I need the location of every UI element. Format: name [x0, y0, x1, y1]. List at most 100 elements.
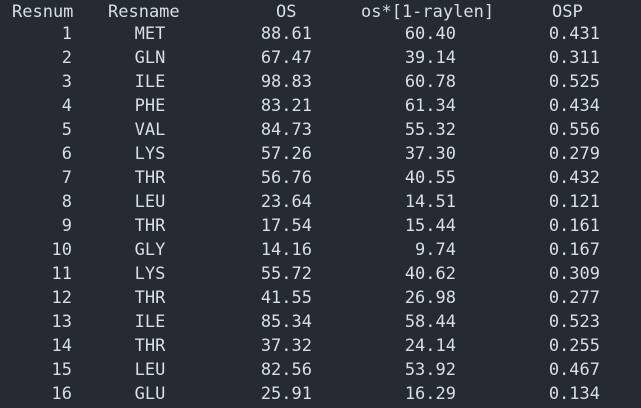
- os-cell: 84.73: [260, 120, 312, 140]
- os-cell: 14.16: [260, 240, 312, 260]
- resname-cell: THR: [134, 288, 166, 308]
- os-cell: 41.55: [260, 288, 312, 308]
- osp-cell: 0.255: [548, 336, 600, 356]
- table-row: 9 THR 17.54 15.44 0.161: [0, 214, 641, 238]
- resnum-cell: 13: [51, 312, 72, 332]
- os-cell: 37.32: [260, 336, 312, 356]
- table-row: 10 GLY 14.16 9.74 0.167: [0, 238, 641, 262]
- osp-cell: 0.523: [548, 312, 600, 332]
- os-cell: 85.34: [260, 312, 312, 332]
- table-header: Resnum Resname OS os*[1-raylen] OSP: [0, 0, 641, 24]
- os-raylen-cell: 26.98: [404, 288, 456, 308]
- os-cell: 83.21: [260, 96, 312, 116]
- resname-cell: ILE: [134, 72, 166, 92]
- resname-cell: VAL: [134, 120, 166, 140]
- table-row: 1 MET 88.61 60.40 0.431: [0, 22, 641, 46]
- resnum-cell: 16: [51, 384, 72, 404]
- resnum-cell: 3: [61, 72, 72, 92]
- table-row: 6 LYS 57.26 37.30 0.279: [0, 142, 641, 166]
- resnum-cell: 15: [51, 360, 72, 380]
- table-row: 12 THR 41.55 26.98 0.277: [0, 286, 641, 310]
- osp-cell: 0.167: [548, 240, 600, 260]
- resname-cell: THR: [134, 336, 166, 356]
- resnum-cell: 11: [51, 264, 72, 284]
- osp-cell: 0.467: [548, 360, 600, 380]
- osp-cell: 0.311: [548, 48, 600, 68]
- osp-cell: 0.309: [548, 264, 600, 284]
- os-raylen-cell: 53.92: [404, 360, 456, 380]
- header-resname: Resname: [108, 2, 180, 22]
- resnum-cell: 14: [51, 336, 72, 356]
- os-cell: 82.56: [260, 360, 312, 380]
- header-osp: OSP: [552, 2, 583, 22]
- os-cell: 25.91: [260, 384, 312, 404]
- os-cell: 57.26: [260, 144, 312, 164]
- osp-cell: 0.556: [548, 120, 600, 140]
- os-cell: 55.72: [260, 264, 312, 284]
- resname-cell: THR: [134, 168, 166, 188]
- header-os-raylen: os*[1-raylen]: [361, 2, 495, 22]
- os-raylen-cell: 14.51: [404, 192, 456, 212]
- resnum-cell: 4: [61, 96, 72, 116]
- resname-cell: GLY: [134, 240, 166, 260]
- os-raylen-cell: 37.30: [404, 144, 456, 164]
- osp-cell: 0.434: [548, 96, 600, 116]
- table-row: 14 THR 37.32 24.14 0.255: [0, 334, 641, 358]
- osp-cell: 0.432: [548, 168, 600, 188]
- os-raylen-cell: 60.40: [404, 24, 456, 44]
- resnum-cell: 5: [61, 120, 72, 140]
- resnum-cell: 2: [61, 48, 72, 68]
- table-row: 11 LYS 55.72 40.62 0.309: [0, 262, 641, 286]
- osp-cell: 0.277: [548, 288, 600, 308]
- resname-cell: LEU: [134, 360, 166, 380]
- table-row: 8 LEU 23.64 14.51 0.121: [0, 190, 641, 214]
- table-row: 15 LEU 82.56 53.92 0.467: [0, 358, 641, 382]
- os-cell: 67.47: [260, 48, 312, 68]
- os-cell: 88.61: [260, 24, 312, 44]
- resnum-cell: 7: [61, 168, 72, 188]
- resname-cell: ILE: [134, 312, 166, 332]
- os-raylen-cell: 9.74: [415, 240, 456, 260]
- osp-cell: 0.134: [548, 384, 600, 404]
- resnum-cell: 10: [51, 240, 72, 260]
- table-row: 2 GLN 67.47 39.14 0.311: [0, 46, 641, 70]
- resname-cell: LEU: [134, 192, 166, 212]
- osp-cell: 0.431: [548, 24, 600, 44]
- os-raylen-cell: 58.44: [404, 312, 456, 332]
- resname-cell: MET: [134, 24, 166, 44]
- table-row: 3 ILE 98.83 60.78 0.525: [0, 70, 641, 94]
- os-raylen-cell: 55.32: [404, 120, 456, 140]
- resname-cell: THR: [134, 216, 166, 236]
- resname-cell: GLN: [134, 48, 166, 68]
- resname-cell: GLU: [134, 384, 166, 404]
- os-cell: 17.54: [260, 216, 312, 236]
- resnum-cell: 1: [61, 24, 72, 44]
- os-raylen-cell: 40.62: [404, 264, 456, 284]
- os-cell: 56.76: [260, 168, 312, 188]
- os-raylen-cell: 24.14: [404, 336, 456, 356]
- os-cell: 98.83: [260, 72, 312, 92]
- resnum-cell: 12: [51, 288, 72, 308]
- osp-cell: 0.279: [548, 144, 600, 164]
- os-raylen-cell: 39.14: [404, 48, 456, 68]
- resname-cell: LYS: [134, 144, 166, 164]
- osp-cell: 0.121: [548, 192, 600, 212]
- osp-cell: 0.161: [548, 216, 600, 236]
- osp-cell: 0.525: [548, 72, 600, 92]
- os-raylen-cell: 16.29: [404, 384, 456, 404]
- os-cell: 23.64: [260, 192, 312, 212]
- resnum-cell: 6: [61, 144, 72, 164]
- table-row: 4 PHE 83.21 61.34 0.434: [0, 94, 641, 118]
- os-raylen-cell: 40.55: [404, 168, 456, 188]
- resname-cell: LYS: [134, 264, 166, 284]
- table-row: 13 ILE 85.34 58.44 0.523: [0, 310, 641, 334]
- resname-cell: PHE: [134, 96, 166, 116]
- header-resnum: Resnum: [12, 2, 74, 22]
- resnum-cell: 8: [61, 192, 72, 212]
- header-os: OS: [276, 2, 297, 22]
- os-raylen-cell: 60.78: [404, 72, 456, 92]
- resnum-cell: 9: [61, 216, 72, 236]
- table-row: 5 VAL 84.73 55.32 0.556: [0, 118, 641, 142]
- os-raylen-cell: 15.44: [404, 216, 456, 236]
